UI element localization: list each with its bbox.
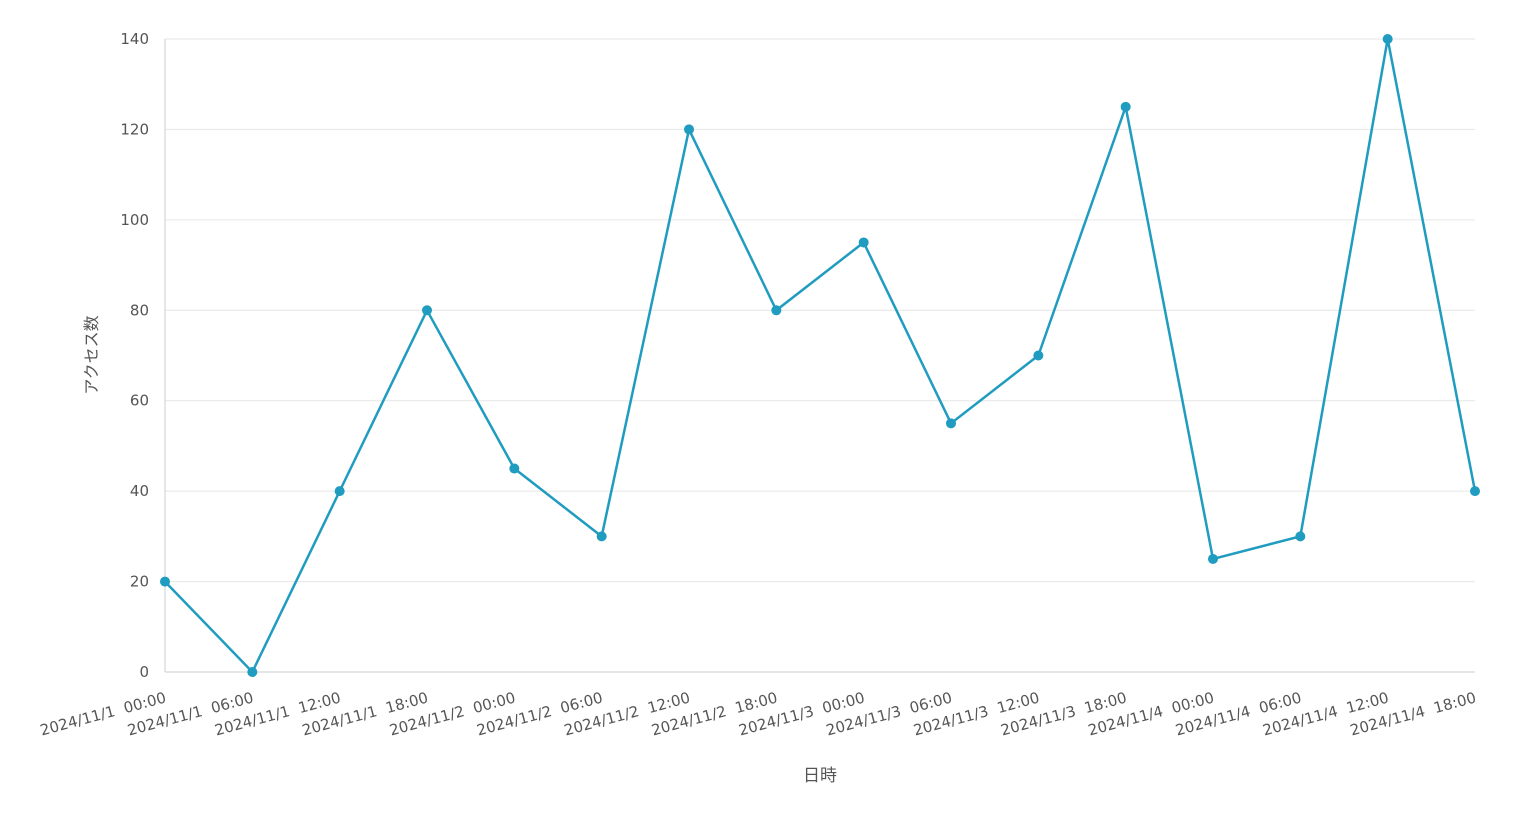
data-point	[858, 237, 869, 248]
y-tick-label: 60	[130, 392, 149, 410]
data-point	[684, 124, 694, 135]
data-point	[596, 531, 607, 542]
data-point	[422, 305, 432, 316]
data-point	[1295, 531, 1306, 542]
data-point	[247, 667, 258, 677]
data-point	[771, 305, 782, 316]
x-axis-label: 日時	[803, 766, 837, 786]
data-point	[334, 486, 345, 497]
data-point	[946, 418, 956, 429]
data-line	[164, 38, 1477, 675]
data-point	[509, 463, 520, 474]
data-point	[160, 576, 170, 587]
y-tick-label: 120	[120, 120, 149, 138]
data-point	[1120, 101, 1131, 112]
y-tick-label: 40	[130, 482, 149, 500]
data-point	[1470, 486, 1480, 497]
data-point	[1033, 350, 1044, 361]
y-axis-label: アクセス数	[82, 315, 101, 394]
y-tick-label: 140	[120, 30, 149, 48]
y-tick-label: 80	[130, 301, 149, 319]
data-point	[1382, 34, 1393, 44]
y-tick-label: 20	[130, 573, 149, 591]
y-tick-label: 100	[120, 211, 149, 229]
y-tick-label: 0	[139, 663, 149, 681]
data-point	[1208, 553, 1218, 564]
